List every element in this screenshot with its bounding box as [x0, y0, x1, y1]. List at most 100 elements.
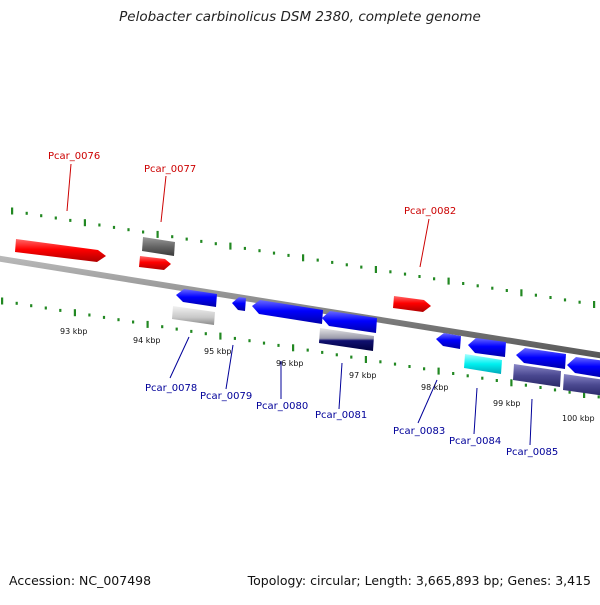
- gene-label-pcar-0083[interactable]: Pcar_0083: [393, 426, 445, 437]
- reverse-strand-tick: [204, 332, 207, 336]
- forward-strand-tick: [345, 263, 348, 267]
- reverse-strand-tick: [248, 339, 251, 343]
- reverse-strand-tick: [408, 365, 411, 368]
- forward-strand-tick: [433, 277, 436, 281]
- connector-pcar-0083: [417, 379, 438, 424]
- kbp-label-94: 94 kbp: [133, 336, 161, 345]
- reverse-strand-tick: [15, 301, 18, 305]
- reverse-strand-tick: [481, 376, 484, 380]
- gene-block-pcar-0086-lower[interactable]: [563, 374, 600, 396]
- connector-pcar-0082: [419, 218, 430, 268]
- gene-label-pcar-0078[interactable]: Pcar_0078: [145, 383, 197, 394]
- kbp-label-100: 100 kbp: [562, 414, 595, 423]
- reverse-strand-tick: [117, 318, 120, 322]
- gene-arrow-pcar-0083[interactable]: [436, 333, 461, 349]
- gene-arrow-pcar-0076[interactable]: [15, 239, 106, 262]
- reverse-strand-tick: [1, 297, 4, 305]
- gene-arrow-pcar-0084[interactable]: [468, 338, 506, 357]
- gene-label-pcar-0077[interactable]: Pcar_0077: [144, 164, 196, 175]
- kbp-scale-labels: 93 kbp 94 kbp 95 kbp 96 kbp 97 kbp 98 kb…: [60, 327, 595, 423]
- reverse-strand-tick: [364, 356, 367, 363]
- forward-strand-tick: [549, 296, 552, 299]
- forward-strand-tick: [476, 284, 479, 288]
- gene-block-pcar-0081-lower[interactable]: [319, 328, 374, 351]
- forward-strand-tick: [403, 272, 407, 276]
- forward-strand-tick: [171, 235, 174, 239]
- forward-strand-tick: [112, 225, 116, 229]
- reverse-strand-tick: [146, 320, 149, 328]
- connector-pcar-0078: [169, 336, 190, 379]
- reverse-strand-tick: [44, 306, 47, 310]
- connector-pcar-0077: [160, 175, 167, 223]
- gene-arrow-pcar-0080[interactable]: [252, 300, 323, 324]
- kbp-label-97: 97 kbp: [349, 371, 377, 380]
- gene-label-pcar-0079[interactable]: Pcar_0079: [200, 391, 252, 402]
- forward-strand-tick: [54, 216, 57, 220]
- gene-arrow-pcar-0079[interactable]: [232, 297, 246, 311]
- forward-strand-tick: [98, 223, 101, 227]
- connector-pcar-0085: [529, 398, 533, 446]
- forward-strand-tick: [374, 266, 377, 273]
- gene-block-pcar-0084-lower[interactable]: [464, 354, 502, 374]
- gene-label-pcar-0076[interactable]: Pcar_0076: [48, 151, 100, 162]
- connector-pcar-0076: [66, 163, 72, 212]
- reverse-strand-tick: [510, 379, 513, 387]
- kbp-label-96: 96 kbp: [276, 359, 304, 368]
- forward-strand-tick: [243, 246, 246, 250]
- gene-label-pcar-0085[interactable]: Pcar_0085: [506, 447, 558, 458]
- forward-strand-tick: [418, 275, 421, 278]
- gene-label-pcar-0080[interactable]: Pcar_0080: [256, 401, 308, 412]
- reverse-strand-tick: [88, 313, 91, 317]
- reverse-strand-tick: [306, 348, 309, 352]
- forward-strand-ticks: [11, 207, 596, 308]
- gene-arrow-pcar-0082[interactable]: [393, 296, 431, 312]
- connector-pcar-0081: [338, 362, 343, 410]
- reverse-strand-tick: [423, 367, 426, 371]
- reverse-strand-tick: [321, 350, 324, 354]
- forward-strand-tick: [287, 253, 290, 257]
- reverse-strand-tick: [59, 308, 62, 312]
- gene-label-pcar-0081[interactable]: Pcar_0081: [315, 410, 367, 421]
- gene-arrow-pcar-0085[interactable]: [516, 348, 566, 369]
- forward-strand-tick: [505, 289, 508, 292]
- forward-strand-tick: [272, 251, 276, 255]
- forward-strand-tick: [563, 298, 567, 302]
- connector-pcar-0084: [473, 387, 478, 435]
- gene-arrow-pcar-0077[interactable]: [139, 256, 171, 270]
- reverse-strand-tick: [393, 362, 397, 366]
- forward-strand-tick: [214, 242, 217, 246]
- reverse-strand-tick: [452, 372, 455, 375]
- forward-strand-tick: [302, 254, 305, 262]
- accession-text: Accession: NC_007498: [9, 573, 152, 588]
- reverse-strand-tick: [262, 341, 266, 345]
- forward-strand-tick: [40, 214, 43, 218]
- forward-genes: [15, 237, 431, 312]
- gene-arrow-pcar-0081[interactable]: [322, 311, 377, 333]
- gene-label-pcar-0084[interactable]: Pcar_0084: [449, 436, 501, 447]
- gene-block-pcar-0085-lower[interactable]: [513, 364, 561, 387]
- reverse-strand-tick: [466, 374, 469, 378]
- reverse-strand-tick: [233, 336, 236, 340]
- gene-block-pcar-0077-pseudo[interactable]: [142, 237, 175, 256]
- reverse-strand-tick: [219, 332, 222, 340]
- forward-strand-tick: [127, 228, 130, 232]
- gene-label-pcar-0082[interactable]: Pcar_0082: [404, 206, 456, 217]
- forward-strand-tick: [534, 293, 537, 297]
- reverse-strand-tick: [190, 329, 193, 333]
- kbp-label-99: 99 kbp: [493, 399, 521, 408]
- gene-arrow-pcar-0078[interactable]: [176, 289, 217, 307]
- label-connectors: [66, 163, 533, 446]
- reverse-strand-tick: [583, 391, 586, 398]
- forward-strand-tick: [447, 277, 450, 285]
- forward-strand-tick: [142, 230, 145, 234]
- reverse-strand-tick: [597, 395, 600, 399]
- gene-block-pcar-0078-lower[interactable]: [172, 306, 215, 325]
- reverse-strand-tick: [524, 383, 527, 387]
- forward-strand-tick: [520, 289, 523, 297]
- reverse-strand-tick: [30, 304, 33, 308]
- reverse-strand-tick: [161, 325, 164, 329]
- forward-strand-tick: [185, 237, 188, 241]
- reverse-strand-tick: [292, 344, 295, 352]
- gene-arrow-pcar-0086[interactable]: [567, 357, 600, 378]
